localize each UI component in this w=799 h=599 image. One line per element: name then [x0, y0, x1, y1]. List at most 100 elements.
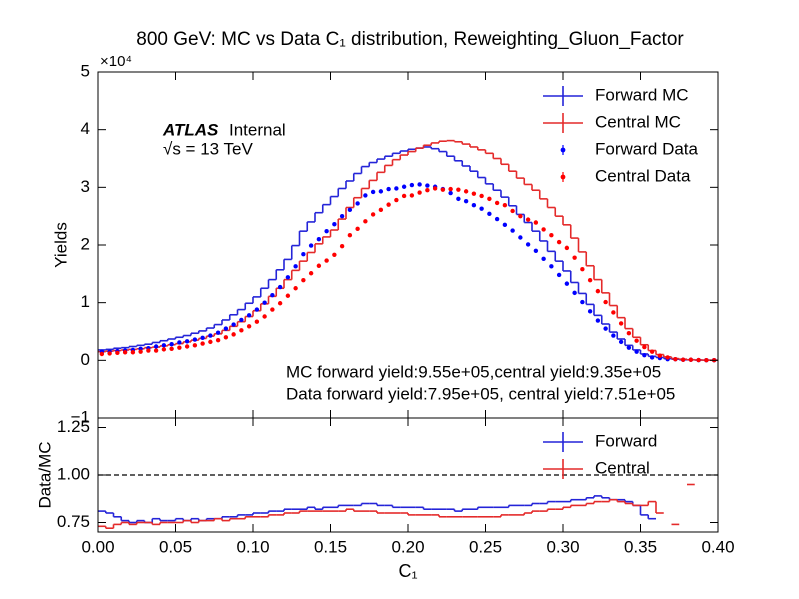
atlas-status: Internal	[229, 120, 286, 139]
plot-area	[98, 139, 718, 363]
x-tick-label: 0.05	[159, 537, 192, 556]
data-point	[386, 202, 391, 207]
data-point	[704, 358, 709, 363]
data-point	[564, 245, 570, 251]
data-point	[285, 275, 291, 280]
data-point	[370, 189, 376, 195]
chart-title: 800 GeV: MC vs Data C₁ distribution, Rew…	[136, 29, 684, 50]
data-point	[254, 319, 260, 324]
data-point	[696, 357, 701, 363]
data-point	[347, 207, 353, 213]
data-point	[626, 331, 632, 336]
legend-label: Central Data	[595, 166, 691, 185]
data-point	[494, 216, 500, 222]
x-tick-label: 0.40	[701, 537, 734, 556]
x-tick-label: 0.15	[314, 537, 347, 556]
data-point	[301, 277, 306, 283]
data-point	[401, 193, 407, 199]
data-point	[169, 341, 174, 347]
data-point	[463, 189, 469, 194]
data-point	[471, 203, 477, 208]
data-point	[153, 348, 159, 353]
data-point	[649, 355, 655, 360]
data-point	[401, 184, 407, 189]
data-point	[611, 310, 616, 315]
data-point	[587, 277, 593, 283]
panel-frame	[97, 417, 719, 533]
data-point	[487, 211, 492, 217]
data-point	[246, 313, 252, 318]
data-point	[518, 213, 523, 219]
data-point	[161, 347, 167, 352]
x-tick-label: 0.25	[469, 537, 502, 556]
data-point	[215, 330, 221, 335]
ratio-y-axis-label: Data/MC	[35, 441, 54, 508]
data-point	[293, 286, 298, 291]
data-point	[370, 212, 376, 217]
y-tick-label: 0.75	[57, 512, 90, 531]
legend-label: Forward	[595, 431, 657, 450]
data-point	[580, 267, 585, 272]
data-point	[448, 186, 453, 192]
data-point	[316, 237, 322, 242]
y-tick-label: 3	[81, 177, 90, 196]
data-point	[215, 337, 221, 343]
plot-area	[98, 474, 718, 530]
y-tick-label: 5	[81, 61, 90, 80]
data-point	[479, 206, 484, 211]
data-point	[254, 307, 260, 312]
x-tick-label: 0.10	[236, 537, 269, 556]
data-point	[510, 208, 515, 214]
annotation: Data forward yield:7.95e+05, central yie…	[286, 384, 675, 403]
data-point	[324, 228, 329, 234]
x-tick-label: 0.20	[391, 537, 424, 556]
data-point	[262, 314, 267, 319]
legend-label: Central MC	[595, 112, 681, 131]
data-point	[277, 301, 283, 306]
y-tick-label: 1.25	[57, 417, 90, 436]
legend-label: Forward Data	[595, 139, 699, 158]
legend-label: Central	[595, 458, 650, 477]
data-point	[308, 271, 314, 276]
data-point	[549, 264, 554, 269]
data-point	[525, 217, 531, 222]
data-point	[239, 328, 244, 333]
y-tick-label: 0	[81, 350, 90, 369]
data-point	[533, 220, 539, 225]
data-point	[456, 196, 461, 202]
data-point	[673, 356, 678, 362]
data-point	[192, 343, 198, 348]
data-point	[177, 340, 182, 345]
data-point	[603, 299, 608, 305]
data-point	[394, 186, 399, 191]
data-point	[425, 183, 430, 188]
data-point	[363, 219, 368, 224]
data-point	[122, 350, 128, 355]
data-point	[107, 351, 112, 356]
x-tick-label: 0.00	[81, 537, 114, 556]
data-point	[642, 344, 647, 350]
data-point	[285, 293, 291, 298]
data-point	[153, 344, 159, 349]
x-axis-label: C₁	[398, 561, 417, 581]
data-point	[200, 335, 205, 341]
data-point	[487, 196, 492, 202]
data-point	[270, 307, 275, 312]
data-point	[463, 198, 469, 204]
data-point	[595, 318, 601, 323]
data-point	[572, 290, 577, 296]
data-point	[502, 222, 508, 228]
y-axis-label: Yields	[51, 222, 70, 268]
legend-label: Forward MC	[595, 85, 689, 104]
data-point	[657, 353, 663, 358]
data-point	[440, 187, 446, 192]
data-point	[138, 349, 143, 354]
data-point	[494, 200, 500, 206]
data-point	[471, 191, 477, 196]
data-point	[115, 350, 120, 356]
data-point	[208, 339, 213, 345]
data-point	[564, 281, 570, 286]
data-point	[130, 350, 136, 355]
data-point	[332, 252, 337, 258]
